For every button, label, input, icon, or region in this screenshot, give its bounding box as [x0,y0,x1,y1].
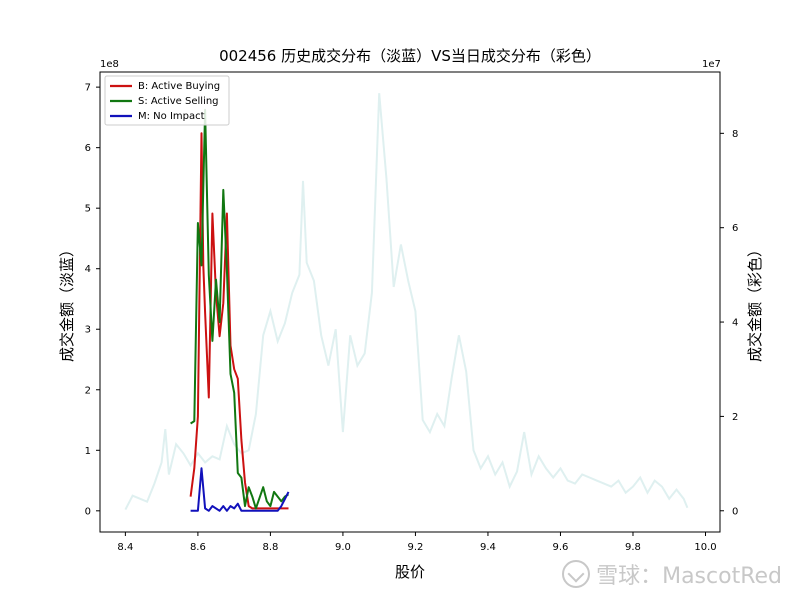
chart-title: 002456 历史成交分布（淡蓝）VS当日成交分布（彩色） [219,47,601,65]
x-tick-label: 9.6 [553,542,569,553]
legend: B: Active Buying S: Active Selling M: No… [104,75,230,126]
legend-box [104,75,230,126]
x-tick-label: 8.8 [262,542,278,553]
y-left-multiplier: 1e8 [100,59,119,70]
x-tick-label: 8.6 [190,542,206,553]
y-left-axis-ticks: 0 1 2 3 4 5 6 7 [85,83,100,517]
y-left-tick-label: 5 [85,204,91,215]
series-layer [189,108,290,512]
x-tick-label: 9.8 [625,542,641,553]
y-right-multiplier: 1e7 [702,59,721,70]
legend-label-selling: S: Active Selling [138,96,219,107]
x-axis-label: 股价 [395,563,425,581]
y-right-tick-label: 6 [732,223,738,234]
history-series-line [124,93,689,511]
series-line-no-impact [190,467,290,512]
y-left-tick-label: 7 [85,83,91,94]
x-tick-label: 10.0 [694,542,716,553]
watermark-text: 雪球：MascotRed [596,564,782,589]
y-right-axis-label: 成交金额（彩色） [746,242,764,362]
y-right-tick-label: 2 [732,412,738,423]
y-left-axis-label: 成交金额（淡蓝） [58,242,76,362]
y-right-tick-label: 0 [732,506,738,517]
y-left-tick-label: 4 [85,264,91,275]
y-right-tick-label: 8 [732,129,738,140]
history-layer [124,93,689,511]
y-left-tick-label: 2 [85,385,91,396]
legend-label-buying: B: Active Buying [138,81,220,92]
snowball-logo-icon [562,560,591,588]
legend-label-no-impact: M: No Impact [138,111,205,122]
x-axis-ticks: 8.4 8.6 8.8 9.0 9.2 9.4 9.6 9.8 10.0 [117,532,717,553]
x-tick-label: 9.4 [480,542,496,553]
x-tick-label: 9.0 [335,542,351,553]
y-right-axis-ticks: 0 2 4 6 8 [720,129,738,517]
x-tick-label: 9.2 [407,542,423,553]
plot-frame [99,71,721,533]
x-tick-label: 8.4 [117,542,133,553]
y-left-tick-label: 6 [85,143,91,154]
y-left-tick-label: 3 [85,325,91,336]
y-left-tick-label: 0 [85,506,91,517]
watermark: 雪球：MascotRed [562,558,782,590]
y-left-tick-label: 1 [85,446,91,457]
series-line-selling [190,108,290,510]
y-right-tick-label: 4 [732,318,738,329]
